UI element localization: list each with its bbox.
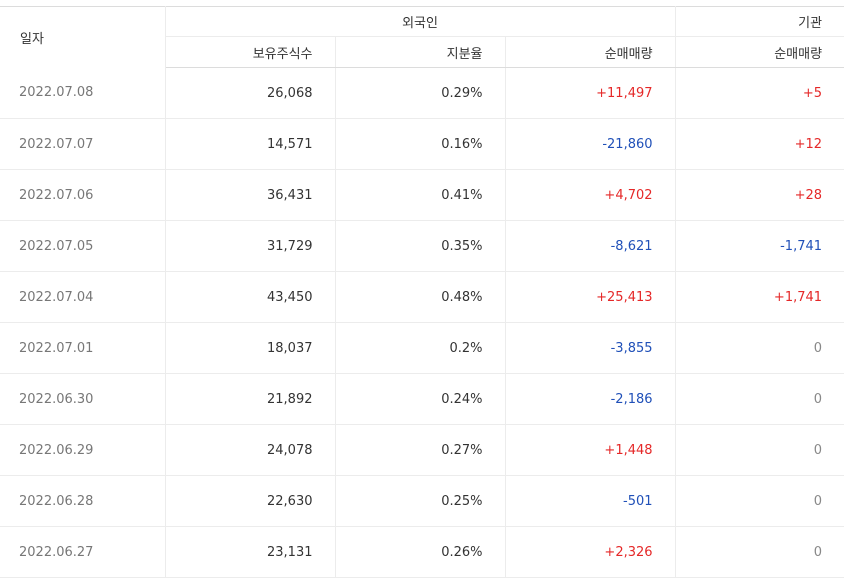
holdings-cell: 36,431 bbox=[165, 169, 336, 221]
ratio-cell: 0.48% bbox=[335, 271, 506, 323]
holdings-column-header: 보유주식수 bbox=[165, 36, 336, 68]
date-column-header: 일자 bbox=[0, 6, 166, 68]
date-cell: 2022.06.27 bbox=[0, 526, 166, 578]
table-row: 2022.07.04 43,450 0.48% +25,413 +1,741 bbox=[0, 271, 844, 323]
foreign-group-header: 외국인 bbox=[165, 6, 676, 37]
foreign-net-cell: +25,413 bbox=[505, 271, 676, 323]
institution-net-cell: 0 bbox=[675, 424, 844, 476]
institution-net-cell: +12 bbox=[675, 118, 844, 170]
institution-net-cell: +5 bbox=[675, 67, 844, 119]
ratio-cell: 0.27% bbox=[335, 424, 506, 476]
foreign-net-cell: +1,448 bbox=[505, 424, 676, 476]
date-cell: 2022.07.04 bbox=[0, 271, 166, 323]
holdings-cell: 23,131 bbox=[165, 526, 336, 578]
date-cell: 2022.07.01 bbox=[0, 322, 166, 374]
institution-net-cell: 0 bbox=[675, 475, 844, 527]
table-row: 2022.07.08 26,068 0.29% +11,497 +5 bbox=[0, 67, 844, 119]
ratio-cell: 0.35% bbox=[335, 220, 506, 272]
institution-net-cell: +1,741 bbox=[675, 271, 844, 323]
table-row: 2022.06.30 21,892 0.24% -2,186 0 bbox=[0, 373, 844, 425]
holdings-cell: 22,630 bbox=[165, 475, 336, 527]
investor-trading-table-container: 일자 외국인 기관 보유주식수 지분율 순매매량 순매매량 2022.07.08… bbox=[0, 6, 844, 578]
institution-net-cell: 0 bbox=[675, 373, 844, 425]
date-cell: 2022.07.05 bbox=[0, 220, 166, 272]
ratio-cell: 0.29% bbox=[335, 67, 506, 119]
ratio-cell: 0.41% bbox=[335, 169, 506, 221]
ratio-cell: 0.25% bbox=[335, 475, 506, 527]
foreign-net-cell: +4,702 bbox=[505, 169, 676, 221]
foreign-net-cell: -3,855 bbox=[505, 322, 676, 374]
holdings-cell: 21,892 bbox=[165, 373, 336, 425]
table-row: 2022.07.07 14,571 0.16% -21,860 +12 bbox=[0, 118, 844, 170]
ratio-cell: 0.2% bbox=[335, 322, 506, 374]
date-cell: 2022.06.30 bbox=[0, 373, 166, 425]
table-row: 2022.07.01 18,037 0.2% -3,855 0 bbox=[0, 322, 844, 374]
foreign-net-cell: -2,186 bbox=[505, 373, 676, 425]
date-cell: 2022.07.06 bbox=[0, 169, 166, 221]
holdings-cell: 14,571 bbox=[165, 118, 336, 170]
ratio-cell: 0.26% bbox=[335, 526, 506, 578]
institution-net-cell: -1,741 bbox=[675, 220, 844, 272]
ratio-column-header: 지분율 bbox=[335, 36, 506, 68]
foreign-net-cell: -501 bbox=[505, 475, 676, 527]
table-row: 2022.07.06 36,431 0.41% +4,702 +28 bbox=[0, 169, 844, 221]
investor-trading-table: 일자 외국인 기관 보유주식수 지분율 순매매량 순매매량 2022.07.08… bbox=[0, 6, 844, 578]
foreign-net-cell: +2,326 bbox=[505, 526, 676, 578]
table-row: 2022.06.29 24,078 0.27% +1,448 0 bbox=[0, 424, 844, 476]
foreign-net-cell: -8,621 bbox=[505, 220, 676, 272]
holdings-cell: 43,450 bbox=[165, 271, 336, 323]
foreign-net-cell: -21,860 bbox=[505, 118, 676, 170]
table-row: 2022.06.28 22,630 0.25% -501 0 bbox=[0, 475, 844, 527]
institution-group-header: 기관 bbox=[798, 16, 823, 31]
foreign-net-cell: +11,497 bbox=[505, 67, 676, 119]
ratio-cell: 0.16% bbox=[335, 118, 506, 170]
institution-net-column-header: 순매매량 bbox=[675, 36, 844, 68]
table-header: 일자 외국인 기관 보유주식수 지분율 순매매량 순매매량 bbox=[0, 6, 844, 68]
institution-net-cell: 0 bbox=[675, 322, 844, 374]
institution-net-cell: +28 bbox=[675, 169, 844, 221]
holdings-cell: 18,037 bbox=[165, 322, 336, 374]
date-cell: 2022.07.08 bbox=[0, 67, 166, 119]
foreign-net-column-header: 순매매량 bbox=[505, 36, 676, 68]
ratio-cell: 0.24% bbox=[335, 373, 506, 425]
holdings-cell: 26,068 bbox=[165, 67, 336, 119]
holdings-cell: 24,078 bbox=[165, 424, 336, 476]
date-cell: 2022.06.28 bbox=[0, 475, 166, 527]
table-row: 2022.07.05 31,729 0.35% -8,621 -1,741 bbox=[0, 220, 844, 272]
date-cell: 2022.07.07 bbox=[0, 118, 166, 170]
table-row: 2022.06.27 23,131 0.26% +2,326 0 bbox=[0, 526, 844, 578]
holdings-cell: 31,729 bbox=[165, 220, 336, 272]
table-body: 2022.07.08 26,068 0.29% +11,497 +5 2022.07.07… bbox=[0, 67, 844, 578]
institution-net-cell: 0 bbox=[675, 526, 844, 578]
date-cell: 2022.06.29 bbox=[0, 424, 166, 476]
